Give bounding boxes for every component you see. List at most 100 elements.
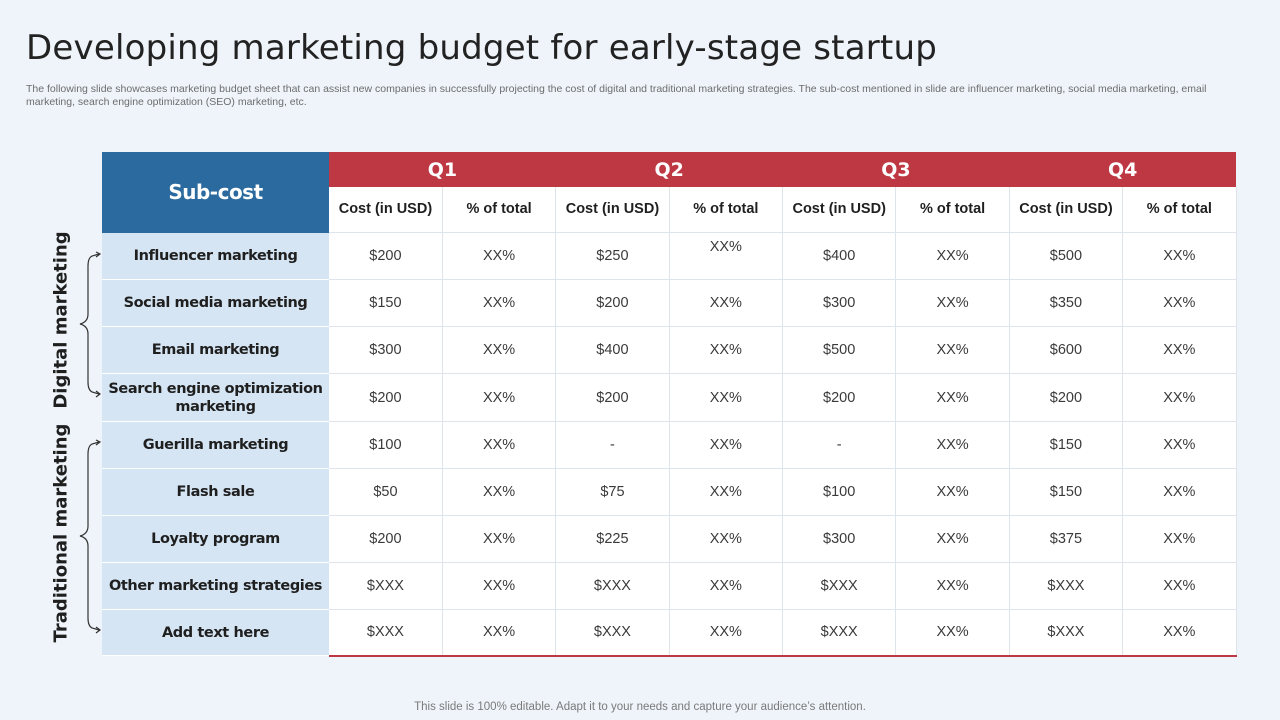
- col-header-cost: Cost (in USD): [329, 187, 443, 233]
- row-label: Email marketing: [102, 326, 329, 374]
- col-header-cost: Cost (in USD): [555, 187, 670, 233]
- percent-cell: XX%: [895, 468, 1010, 516]
- cost-cell: $XXX: [1009, 562, 1124, 610]
- cost-cell: $375: [1009, 515, 1124, 563]
- cost-cell: $XXX: [782, 609, 897, 657]
- table-row: Guerilla marketing $100 XX% - XX% - XX% $150 XX%: [102, 421, 1237, 469]
- cost-cell: $150: [329, 279, 443, 327]
- cost-cell: $XXX: [782, 562, 897, 610]
- table-row: Social media marketing $150 XX% $200 XX% $300…: [102, 279, 1237, 327]
- cost-cell: $75: [555, 468, 670, 516]
- cost-cell: $300: [782, 515, 897, 563]
- percent-cell: XX%: [1122, 562, 1237, 610]
- percent-cell: XX%: [895, 279, 1010, 327]
- cost-cell: $100: [782, 468, 897, 516]
- percent-cell: XX%: [669, 279, 784, 327]
- brace-traditional-icon: [79, 439, 102, 634]
- cost-cell: $XXX: [555, 562, 670, 610]
- percent-cell: XX%: [1122, 609, 1237, 657]
- cost-cell: $200: [555, 373, 670, 422]
- col-header-cost: Cost (in USD): [782, 187, 897, 233]
- cost-cell: $XXX: [329, 562, 443, 610]
- cost-cell: $225: [555, 515, 670, 563]
- percent-cell: XX%: [669, 232, 784, 280]
- sub-cost-header: Sub-cost: [102, 152, 329, 233]
- percent-cell: XX%: [895, 562, 1010, 610]
- percent-cell: XX%: [895, 515, 1010, 563]
- percent-cell: XX%: [442, 609, 557, 657]
- cost-cell: $200: [329, 232, 443, 280]
- brace-digital-icon: [79, 251, 102, 398]
- percent-cell: XX%: [669, 326, 784, 374]
- percent-cell: XX%: [442, 421, 557, 469]
- percent-cell: XX%: [895, 326, 1010, 374]
- percent-cell: XX%: [442, 515, 557, 563]
- percent-cell: XX%: [895, 232, 1010, 280]
- cost-cell: $600: [1009, 326, 1124, 374]
- cost-cell: $500: [1009, 232, 1124, 280]
- cost-cell: -: [782, 421, 897, 469]
- percent-cell: XX%: [669, 468, 784, 516]
- cost-cell: $200: [329, 373, 443, 422]
- table-row: Flash sale $50 XX% $75 XX% $100 XX% $150 XX%: [102, 468, 1237, 516]
- table-row: Other marketing strategies $XXX XX% $XXX XX%…: [102, 562, 1237, 610]
- cost-cell: $50: [329, 468, 443, 516]
- cost-cell: $200: [782, 373, 897, 422]
- row-label: Other marketing strategies: [102, 562, 329, 610]
- cost-cell: $500: [782, 326, 897, 374]
- col-header-cost: Cost (in USD): [1009, 187, 1124, 233]
- cost-cell: $XXX: [1009, 609, 1124, 657]
- table-row: Add text here $XXX XX% $XXX XX% $XXX XX% $XXX XX…: [102, 609, 1237, 657]
- percent-cell: XX%: [442, 232, 557, 280]
- quarter-header-q1: Q1: [329, 152, 556, 187]
- percent-cell: XX%: [895, 609, 1010, 657]
- slide-subtitle: The following slide showcases marketing …: [26, 83, 1207, 108]
- percent-cell: XX%: [442, 373, 557, 422]
- table-row: Influencer marketing $200 XX% $250 XX% $400 XX…: [102, 232, 1237, 280]
- cost-cell: -: [555, 421, 670, 469]
- table-row: Email marketing $300 XX% $400 XX% $500 XX% $600…: [102, 326, 1237, 374]
- percent-cell: XX%: [669, 562, 784, 610]
- cost-cell: $400: [555, 326, 670, 374]
- cost-cell: $200: [1009, 373, 1124, 422]
- percent-cell: XX%: [1122, 421, 1237, 469]
- cost-cell: $XXX: [555, 609, 670, 657]
- col-header-pct: % of total: [669, 187, 784, 233]
- quarter-header-q4: Q4: [1009, 152, 1236, 187]
- cost-cell: $150: [1009, 421, 1124, 469]
- cost-cell: $100: [329, 421, 443, 469]
- percent-cell: XX%: [669, 515, 784, 563]
- budget-table: Sub-cost Q1 Q2 Q3 Q4 Cost (in USD) % of …: [102, 152, 1237, 657]
- percent-cell: XX%: [669, 609, 784, 657]
- cost-cell: $200: [329, 515, 443, 563]
- percent-cell: XX%: [669, 373, 784, 422]
- percent-cell: XX%: [1122, 279, 1237, 327]
- quarter-header-q3: Q3: [782, 152, 1010, 187]
- slide-footer: This slide is 100% editable. Adapt it to…: [414, 701, 866, 713]
- percent-cell: XX%: [442, 468, 557, 516]
- cost-cell: $200: [555, 279, 670, 327]
- group-label-traditional: Traditional marketing: [50, 423, 72, 643]
- quarter-header-q2: Q2: [555, 152, 783, 187]
- cost-cell: $300: [329, 326, 443, 374]
- slide-title: Developing marketing budget for early-st…: [26, 28, 937, 68]
- table-row: Search engine optimization marketing $200…: [102, 373, 1237, 422]
- percent-cell: XX%: [442, 326, 557, 374]
- percent-cell: XX%: [1122, 232, 1237, 280]
- row-label: Influencer marketing: [102, 232, 329, 280]
- row-label: Loyalty program: [102, 515, 329, 563]
- cost-cell: $400: [782, 232, 897, 280]
- row-label: Add text here: [102, 609, 329, 656]
- cost-cell: $XXX: [329, 609, 443, 657]
- col-header-pct: % of total: [1122, 187, 1237, 233]
- cost-cell: $300: [782, 279, 897, 327]
- percent-cell: XX%: [1122, 326, 1237, 374]
- percent-cell: XX%: [1122, 468, 1237, 516]
- cost-cell: $350: [1009, 279, 1124, 327]
- row-label: Flash sale: [102, 468, 329, 516]
- col-header-pct: % of total: [895, 187, 1010, 233]
- cost-cell: $250: [555, 232, 670, 280]
- percent-cell: XX%: [442, 562, 557, 610]
- percent-cell: XX%: [895, 373, 1010, 422]
- group-label-digital: Digital marketing: [50, 231, 72, 409]
